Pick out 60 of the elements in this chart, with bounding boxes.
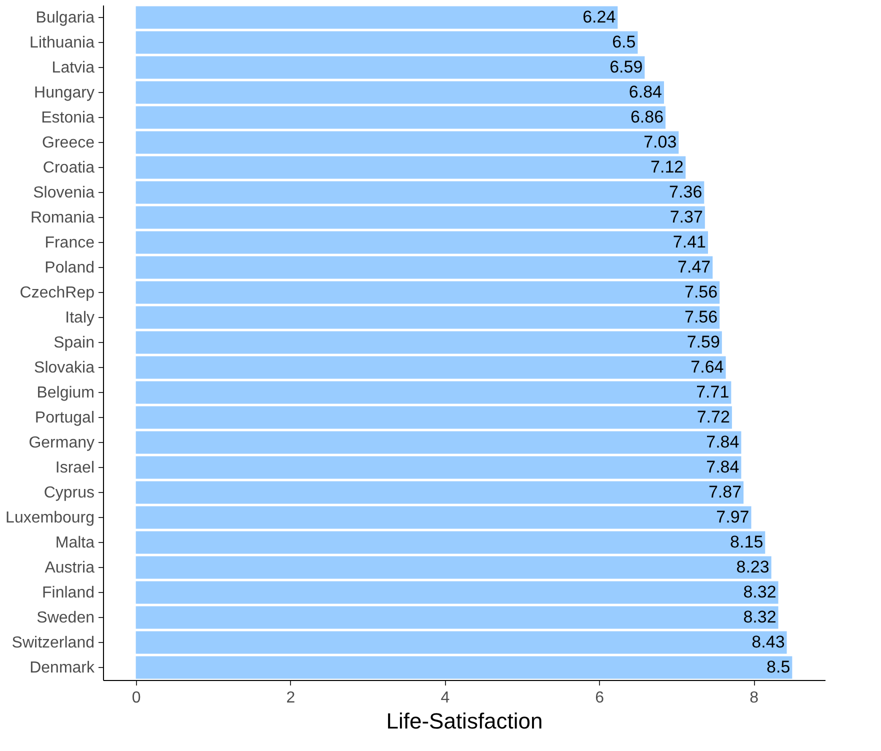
y-tick-label: Slovakia (34, 360, 95, 376)
y-tick-label: Cyprus (44, 484, 94, 502)
x-tick-label: 8 (750, 690, 759, 706)
y-tick-label: Slovenia (33, 184, 95, 202)
data-label: 7.84 (706, 432, 740, 452)
data-label: 7.72 (696, 408, 730, 426)
y-tick-label: Malta (55, 534, 95, 552)
y-tick-label: CzechRep (20, 284, 95, 302)
y-tick-label: Sweden (36, 610, 94, 626)
data-label: 7.64 (690, 358, 724, 376)
y-tick-label: Luxembourg (6, 510, 94, 526)
data-label: 8.23 (736, 558, 770, 576)
y-tick-label: Lithuania (30, 34, 95, 52)
y-tick-label: Belgium (36, 384, 94, 402)
data-label: 8.32 (743, 608, 776, 626)
x-tick-label: 4 (440, 690, 450, 706)
data-label: 6.24 (582, 8, 616, 26)
y-tick-label: Estonia (41, 110, 95, 126)
y-tick-label: Finland (42, 584, 94, 602)
y-tick-label: Switzerland (12, 634, 94, 652)
data-label: 8.32 (743, 582, 776, 602)
data-label: 7.03 (644, 132, 677, 152)
y-tick-label: Greece (42, 134, 95, 152)
data-label: 7.47 (678, 258, 711, 276)
y-tick-label: Croatia (42, 160, 95, 176)
y-tick-label: France (44, 234, 95, 252)
data-label: 7.41 (672, 232, 706, 252)
x-tick-label: 2 (286, 690, 296, 706)
data-label: 6.5 (612, 32, 636, 52)
y-tick-label: Hungary (34, 84, 94, 102)
data-label: 6.84 (628, 82, 662, 102)
data-label: 7.71 (696, 382, 730, 402)
y-tick-label: Austria (44, 560, 95, 576)
y-tick-label: Portugal (34, 410, 94, 426)
y-tick-label: Denmark (30, 660, 96, 676)
data-label: 7.36 (669, 182, 702, 202)
y-tick-label: Poland (44, 260, 94, 276)
data-label: 7.87 (708, 482, 742, 502)
y-tick-label: Latvia (52, 60, 95, 76)
data-label: 8.5 (766, 658, 790, 676)
y-tick-label: Israel (55, 460, 94, 476)
x-tick-label: 6 (595, 690, 604, 706)
x-axis-title: Life-Satisfaction (386, 708, 543, 734)
y-tick-label: Italy (65, 310, 94, 326)
data-label: 8.15 (730, 532, 764, 552)
x-tick-label: 0 (132, 690, 141, 706)
data-label: 7.97 (716, 508, 750, 526)
data-label: 7.84 (706, 458, 740, 476)
y-tick-label: Spain (54, 334, 94, 352)
data-label: 7.37 (670, 208, 703, 226)
y-tick-label: Romania (30, 210, 95, 226)
data-label: 7.56 (684, 282, 718, 302)
data-label: 7.12 (650, 158, 684, 176)
data-label: 6.59 (610, 58, 643, 76)
data-label: 7.59 (686, 332, 720, 352)
data-label: 6.86 (630, 108, 664, 126)
y-tick-label: Germany (28, 434, 94, 452)
data-label: 8.43 (752, 632, 785, 652)
y-tick-label: Bulgaria (36, 10, 95, 26)
data-label: 7.56 (684, 308, 718, 326)
